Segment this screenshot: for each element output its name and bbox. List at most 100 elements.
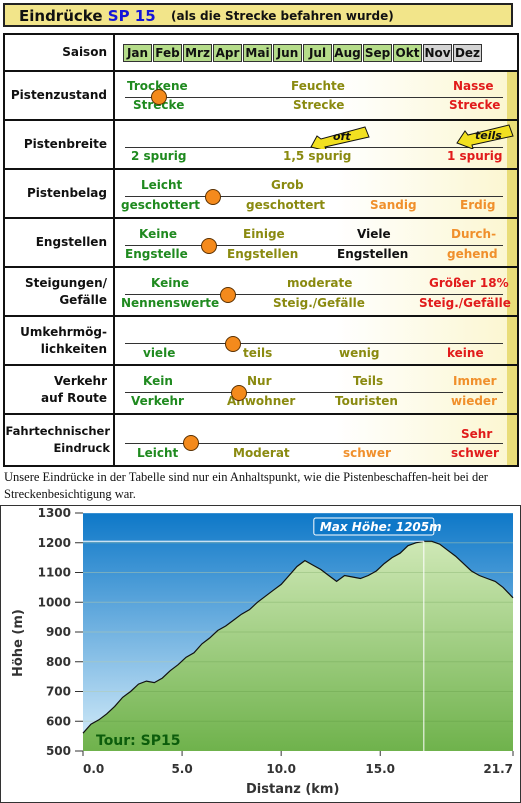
month-aug: Aug bbox=[333, 44, 362, 62]
cell-text: wieder bbox=[451, 394, 497, 408]
row-content: Leicht geschottert Grob geschottert Sand… bbox=[115, 170, 517, 217]
arrow-oft-label: oft bbox=[333, 130, 351, 143]
cell-text: Größer 18% bbox=[429, 276, 509, 290]
cell-text: 1,5 spurig bbox=[283, 149, 352, 163]
cell-text: geschottert bbox=[246, 198, 326, 212]
label-line: Steigungen/ bbox=[25, 275, 107, 290]
cell-text: Teils bbox=[353, 374, 384, 388]
rating-marker bbox=[201, 238, 217, 254]
cell-text: geschottert bbox=[121, 198, 201, 212]
cell-text: schwer bbox=[343, 446, 391, 460]
cell-text: Nur bbox=[247, 374, 272, 388]
month-okt: Okt bbox=[393, 44, 422, 62]
y-tick-label: 700 bbox=[46, 685, 71, 699]
label-line: Verkehr bbox=[54, 373, 107, 388]
max-label: Max Höhe: 1205m bbox=[320, 520, 442, 534]
month-apr: Apr bbox=[213, 44, 242, 62]
cell-text: Strecke bbox=[293, 98, 345, 112]
x-axis-label: Distanz (km) bbox=[246, 782, 339, 797]
month-mrz: Mrz bbox=[183, 44, 212, 62]
cell-text: Engstellen bbox=[227, 247, 299, 261]
y-axis-label: Höhe (m) bbox=[11, 609, 26, 677]
month-sep: Sep bbox=[363, 44, 392, 62]
label-line: Eindruck bbox=[53, 441, 110, 455]
row-content: Leicht Moderat schwer Sehr schwer bbox=[115, 415, 517, 465]
cell-text: Verkehr bbox=[131, 394, 184, 408]
row-label: Pistenbelag bbox=[5, 170, 115, 217]
cell-text: schwer bbox=[451, 446, 499, 460]
scale-line bbox=[125, 294, 503, 295]
scale-line bbox=[125, 392, 503, 393]
x-ticks: 0.0 5.0 10.0 15.0 21.7 bbox=[82, 751, 514, 776]
impressions-table: Saison Jan Feb Mrz Apr Mai Jun Jul Aug S… bbox=[3, 33, 519, 467]
cell-text: Engstellen bbox=[337, 247, 409, 261]
stripe bbox=[507, 268, 517, 315]
stripe bbox=[507, 72, 517, 119]
row-content: Keine Nennenswerte moderate Steig./Gefäl… bbox=[115, 268, 517, 315]
cell-text: Kein bbox=[143, 374, 173, 388]
row-saison: Saison Jan Feb Mrz Apr Mai Jun Jul Aug S… bbox=[5, 35, 517, 70]
cell-text: Strecke bbox=[133, 98, 185, 112]
arrow-teils-label: teils bbox=[475, 129, 502, 142]
row-label: Steigungen/ Gefälle bbox=[5, 268, 115, 315]
label-line: Gefälle bbox=[59, 292, 107, 307]
title-prefix: Eindrücke bbox=[19, 7, 103, 25]
rating-marker bbox=[151, 89, 167, 105]
x-tick-label: 21.7 bbox=[483, 762, 513, 776]
row-label: Engstellen bbox=[5, 219, 115, 266]
cell-text: Steig./Gefälle bbox=[273, 296, 365, 310]
y-tick-label: 1000 bbox=[38, 595, 71, 609]
row-umkehr: Umkehrmög- lichkeiten viele teils wenig … bbox=[5, 315, 517, 364]
cell-text: Einige bbox=[243, 227, 285, 241]
cell-text: Erdig bbox=[460, 198, 496, 212]
elevation-chart: Max Höhe: 1205m Tour: SP15 500 600 700 800 9… bbox=[0, 505, 521, 803]
row-pistenbreite: Pistenbreite 2 spurig 1,5 spurig 1 spuri… bbox=[5, 119, 517, 168]
tour-label: Tour: SP15 bbox=[96, 733, 180, 749]
row-label: Pistenbreite bbox=[5, 121, 115, 168]
title-sp: SP 15 bbox=[107, 7, 156, 25]
row-content: viele teils wenig keine bbox=[115, 317, 517, 364]
arrow-teils-icon: teils bbox=[456, 124, 514, 149]
cell-text: wenig bbox=[339, 346, 380, 360]
cell-text: 2 spurig bbox=[131, 149, 187, 163]
x-tick-label: 5.0 bbox=[171, 762, 192, 776]
cell-text: Grob bbox=[271, 178, 304, 192]
title-subtitle: (als die Strecke befahren wurde) bbox=[171, 9, 394, 23]
month-feb: Feb bbox=[153, 44, 182, 62]
cell-text: gehend bbox=[447, 247, 498, 261]
cell-text: Moderat bbox=[233, 446, 290, 460]
max-label-box bbox=[313, 517, 435, 536]
label-line: Fahrtechnischer bbox=[5, 424, 110, 438]
scale-line bbox=[125, 443, 503, 444]
row-content: Kein Verkehr Nur Anwohner Teils Touriste… bbox=[115, 366, 517, 413]
cell-text: moderate bbox=[287, 276, 353, 290]
label-line: auf Route bbox=[41, 390, 107, 405]
cell-text: Nennenswerte bbox=[121, 296, 220, 310]
y-tick-label: 1100 bbox=[38, 566, 71, 580]
cell-text: Keine bbox=[139, 227, 178, 241]
row-label: Fahrtechnischer Eindruck bbox=[5, 415, 115, 465]
row-fahrtechnik: Fahrtechnischer Eindruck Leicht Moderat … bbox=[5, 413, 517, 465]
page-title: Eindrücke SP 15 bbox=[19, 7, 156, 25]
y-tick-label: 1300 bbox=[38, 506, 71, 520]
row-content: 2 spurig 1,5 spurig 1 spurig oft teils bbox=[115, 121, 517, 168]
arrow-oft-icon: oft bbox=[310, 126, 370, 149]
rating-marker bbox=[183, 435, 199, 451]
row-content: Trockene Strecke Feuchte Strecke Nasse S… bbox=[115, 72, 517, 119]
cell-text: Feuchte bbox=[291, 79, 345, 93]
cell-text: Leicht bbox=[137, 446, 179, 460]
row-label: Saison bbox=[5, 35, 115, 70]
scale-line bbox=[125, 343, 503, 344]
stripe bbox=[507, 317, 517, 364]
cell-text: Engstelle bbox=[125, 247, 188, 261]
month-jan: Jan bbox=[123, 44, 152, 62]
elevation-line bbox=[82, 540, 514, 734]
y-ticks: 500 600 700 800 900 1000 1100 1200 1300 bbox=[38, 506, 83, 758]
y-tick-label: 900 bbox=[46, 625, 71, 639]
cell-text: Leicht bbox=[141, 178, 183, 192]
cell-text: teils bbox=[243, 346, 273, 360]
cell-text: Trockene bbox=[127, 79, 188, 93]
stripe bbox=[507, 366, 517, 413]
month-dez: Dez bbox=[453, 44, 482, 62]
cell-text: Strecke bbox=[449, 98, 501, 112]
